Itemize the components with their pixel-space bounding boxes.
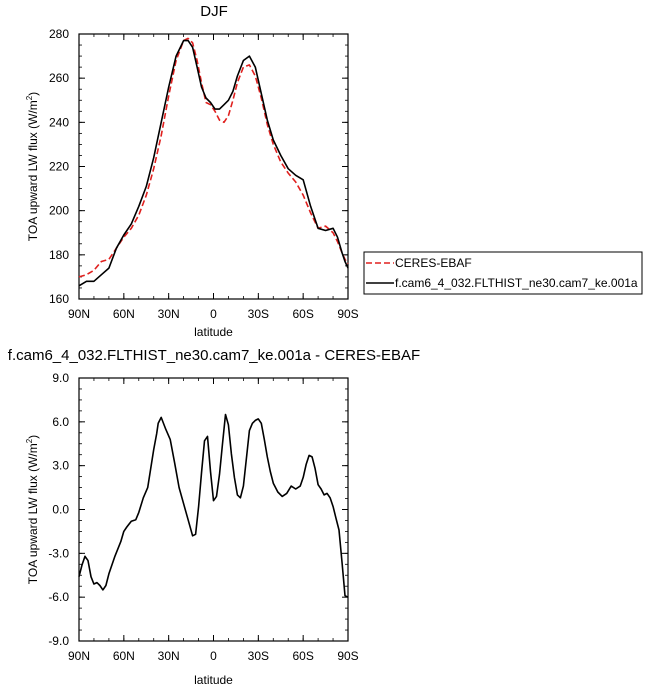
x-tick-label-1-2: 30N	[158, 307, 180, 321]
plot-frame-1	[78, 33, 349, 300]
y-tick-label-1-6: 280	[49, 27, 69, 41]
y-axis-label-1: TOA upward LW flux (W/m2)	[25, 92, 40, 241]
x-tick-label-1-6: 90S	[337, 307, 358, 321]
x-tick-label-1-1: 60N	[113, 307, 135, 321]
y-tick-label-1-0: 160	[49, 292, 69, 306]
series-line-1-2	[78, 39, 349, 287]
legend-box	[363, 251, 643, 295]
plot-frame-2	[78, 377, 349, 642]
y-tick-label-2-6: 9.0	[52, 371, 69, 385]
x-tick-label-2-1: 60N	[113, 649, 135, 663]
x-tick-label-1-5: 60S	[292, 307, 313, 321]
y-tick-label-2-0: -9.0	[48, 634, 69, 648]
x-tick-label-1-3: 0	[210, 307, 217, 321]
x-tick-label-1-4: 30S	[248, 307, 269, 321]
legend-label-2: f.cam6_4_032.FLTHIST_ne30.cam7_ke.001a	[395, 276, 638, 290]
x-tick-label-2-5: 60S	[292, 649, 313, 663]
series-line-2-1	[78, 413, 349, 598]
x-tick-label-2-6: 90S	[337, 649, 358, 663]
y-tick-label-2-5: 6.0	[52, 415, 69, 429]
y-tick-label-2-2: -3.0	[48, 546, 69, 560]
x-tick-label-2-0: 90N	[68, 649, 90, 663]
x-tick-label-2-3: 0	[210, 649, 217, 663]
x-axis-label-1: latitude	[194, 325, 233, 339]
legend-label-1: CERES-EBAF	[395, 256, 472, 270]
y-tick-label-1-4: 240	[49, 115, 69, 129]
x-tick-label-1-0: 90N	[68, 307, 90, 321]
y-tick-label-2-3: 0.0	[52, 503, 69, 517]
chart-title-1: DJF	[200, 3, 228, 20]
x-axis-label-2: latitude	[194, 673, 233, 687]
y-tick-label-1-1: 180	[49, 248, 69, 262]
x-tick-label-2-2: 30N	[158, 649, 180, 663]
y-tick-label-2-4: 3.0	[52, 459, 69, 473]
x-tick-label-2-4: 30S	[248, 649, 269, 663]
chart-title-2: f.cam6_4_032.FLTHIST_ne30.cam7_ke.001a -…	[8, 347, 420, 364]
y-tick-label-2-1: -6.0	[48, 590, 69, 604]
y-tick-label-1-5: 260	[49, 71, 69, 85]
series-line-1-1	[78, 37, 349, 278]
y-tick-label-1-3: 220	[49, 160, 69, 174]
y-tick-label-1-2: 200	[49, 204, 69, 218]
y-axis-label-2: TOA upward LW flux (W/m2)	[25, 435, 40, 584]
